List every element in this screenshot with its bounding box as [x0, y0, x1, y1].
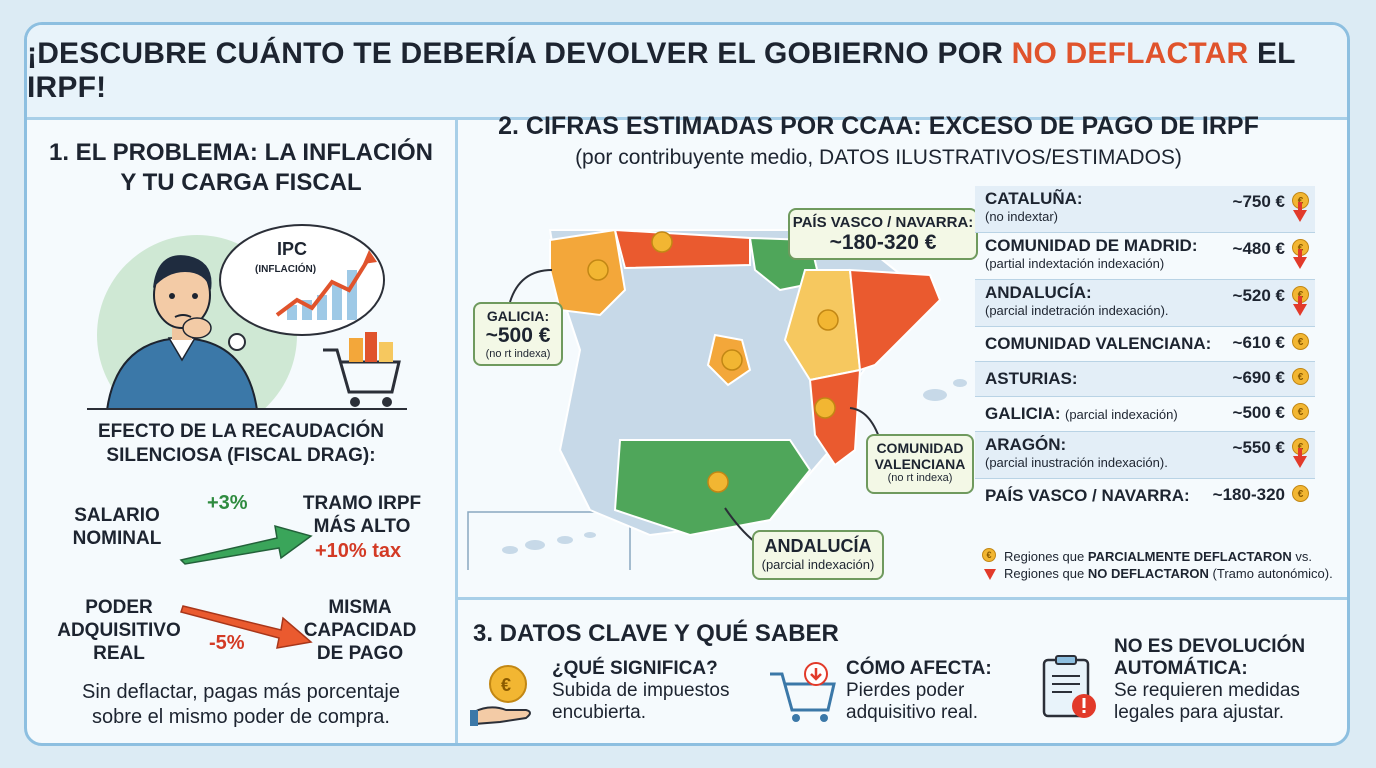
- callout-pais-vasco: PAÍS VASCO / NAVARRA: ~180-320 €: [788, 208, 978, 260]
- tax-increase: +10% tax: [315, 540, 402, 562]
- down-arrow-icon: [1293, 448, 1307, 468]
- problem-panel: 1. EL PROBLEMA: LA INFLACIÓN Y TU CARGA F…: [27, 120, 455, 743]
- table-row: ANDALUCÍA: (parcial indetración indexació…: [975, 280, 1315, 327]
- higher-bracket-label: TRAMO IRPF MÁS ALTO: [302, 493, 422, 537]
- horizontal-divider: [458, 597, 1347, 600]
- table-row: ASTURIAS: ~690 € €: [975, 362, 1315, 397]
- problem-title: 1. EL PROBLEMA: LA INFLACIÓN Y TU CARGA F…: [49, 139, 433, 196]
- down-arrow-icon: [1293, 296, 1307, 316]
- shopping-cart-icon: [323, 332, 401, 407]
- table-row: COMUNIDAD VALENCIANA: ~610 € €: [975, 327, 1315, 362]
- spain-map: [467, 228, 967, 570]
- table-row: COMUNIDAD DE MADRID: (partial indextación…: [975, 233, 1315, 280]
- salary-increase: +3%: [207, 492, 248, 514]
- callout-andalucia: ANDALUCÍA (parcial indexación): [752, 530, 884, 580]
- legend-item-partial: € Regiones que PARCIALMENTE DEFLACTARON …: [982, 548, 1342, 565]
- region-table: CATALUÑA: (no indextar) ~750 € € COMUNIDA…: [975, 186, 1315, 514]
- down-arrow-icon: [1293, 249, 1307, 269]
- page-title: ¡DESCUBRE CUÁNTO TE DEBERÍA DEVOLVER EL …: [27, 37, 1296, 104]
- worried-person-illustration: IPC (INFLACIÓN): [87, 224, 407, 410]
- map-legend: € Regiones que PARCIALMENTE DEFLACTARON …: [982, 548, 1342, 582]
- table-row: CATALUÑA: (no indextar) ~750 € €: [975, 186, 1315, 233]
- up-arrow-icon: [179, 524, 313, 565]
- table-row: PAÍS VASCO / NAVARRA: ~180-320 €: [975, 479, 1315, 514]
- key-facts-title: 3. DATOS CLAVE Y QUÉ SABER: [473, 620, 839, 647]
- svg-text:€: €: [501, 675, 511, 695]
- vertical-divider: [455, 117, 458, 743]
- thought-bubble-icon: IPC (INFLACIÓN): [219, 224, 385, 364]
- title-highlight: NO DEFLACTAR: [1011, 37, 1249, 70]
- coin-icon: €: [1292, 368, 1309, 385]
- person-icon: [105, 255, 259, 410]
- regions-title: 2. CIFRAS ESTIMADAS POR CCAA: EXCESO DE …: [498, 112, 1259, 140]
- document-warning-icon: [1042, 655, 1096, 718]
- coin-icon: €: [982, 548, 996, 562]
- down-arrow-icon: [1293, 202, 1307, 222]
- down-arrow-icon: [180, 605, 313, 649]
- real-power-label: PODER ADQUISITIVO REAL: [57, 597, 181, 664]
- same-capacity-label: MISMA CAPACIDAD DE PAGO: [303, 597, 417, 664]
- cart-down-icon: [770, 662, 836, 722]
- coin-hand-icon: €: [470, 665, 531, 726]
- svg-text:(INFLACIÓN): (INFLACIÓN): [255, 262, 316, 275]
- header: ¡DESCUBRE CUÁNTO TE DEBERÍA DEVOLVER EL …: [27, 25, 1347, 120]
- legend-item-none: Regiones que NO DEFLACTARON (Tramo auton…: [982, 565, 1342, 582]
- fiscal-drag-title: EFECTO DE LA RECAUDACIÓN SILENCIOSA (FISC…: [97, 421, 385, 466]
- purchasing-power-decrease: -5%: [209, 632, 245, 654]
- key-item-not-automatic: NO ES DEVOLUCIÓN AUTOMÁTICA: Se requiere…: [1114, 636, 1306, 723]
- table-row: GALICIA: (parcial indexación) ~500 € €: [975, 397, 1315, 432]
- callout-valenciana: COMUNIDAD VALENCIANA (no rt indexa): [866, 434, 974, 494]
- svg-text:IPC: IPC: [277, 239, 307, 259]
- table-row: ARAGÓN: (parcial inustración indexación).…: [975, 432, 1315, 479]
- coin-icon: €: [1292, 403, 1309, 420]
- callout-galicia: GALICIA: ~500 € (no rt indexa): [473, 302, 563, 366]
- coin-icon: €: [1292, 333, 1309, 350]
- nominal-salary-label: SALARIO NOMINAL: [72, 505, 162, 549]
- problem-summary: Sin deflactar, pagas más porcentaje sobre…: [82, 681, 400, 728]
- coin-icon: [587, 231, 839, 493]
- key-item-meaning: ¿QUÉ SIGNIFICA? Subida de impuestos encu…: [552, 658, 730, 723]
- key-item-impact: CÓMO AFECTA: Pierdes poder adquisitivo r…: [846, 658, 992, 723]
- coin-icon: €: [1292, 485, 1309, 502]
- down-arrow-icon: [984, 569, 996, 580]
- regions-subtitle: (por contribuyente medio, DATOS ILUSTRAT…: [575, 146, 1182, 169]
